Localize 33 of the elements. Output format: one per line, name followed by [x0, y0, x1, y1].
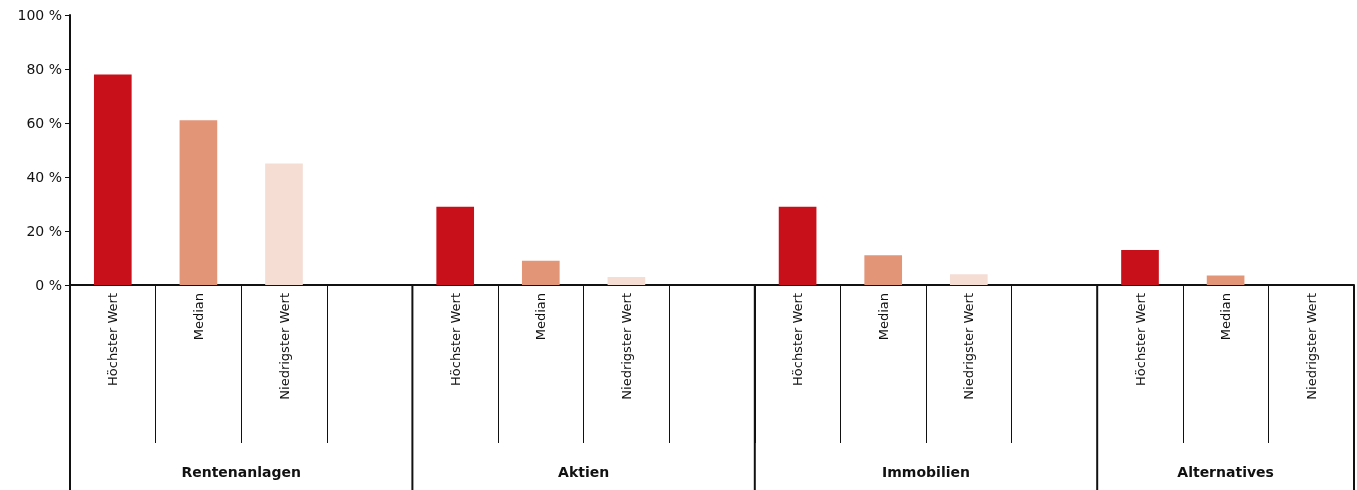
y-tick-label: 80 % [26, 61, 62, 77]
bar [864, 255, 903, 285]
y-tick-label: 20 % [26, 223, 62, 239]
bar [521, 260, 560, 285]
text: Alternatives [1177, 464, 1274, 480]
x-tick-label: Niedrigster Wert [1303, 293, 1319, 400]
x-tick-label: Median [533, 293, 549, 341]
bar [93, 74, 132, 285]
x-tick-label: Niedrigster Wert [276, 293, 292, 400]
x-tick-label: Niedrigster Wert [961, 293, 977, 400]
bar [265, 163, 303, 285]
x-tick-label: Median [1218, 293, 1234, 341]
bar [1121, 249, 1159, 285]
bar [607, 276, 646, 285]
x-tick-label: Median [875, 293, 891, 341]
y-tick-label: 0 % [35, 277, 62, 293]
bar [436, 206, 475, 285]
y-tick-label: 40 % [26, 169, 62, 185]
y-tick-label: 60 % [26, 115, 62, 131]
y-tick-label: 100 % [17, 7, 62, 23]
bar [179, 120, 218, 285]
x-tick-label: Höchster Wert [447, 293, 463, 386]
x-tick-label: Niedrigster Wert [618, 293, 634, 400]
x-tick-label: Höchster Wert [790, 293, 806, 386]
bar [1206, 275, 1245, 285]
bar [949, 274, 988, 285]
text: Aktien [558, 464, 610, 480]
x-tick-label: Höchster Wert [105, 293, 121, 386]
x-tick-label: Median [190, 293, 206, 341]
text: Rentenanlagen [181, 464, 301, 480]
text: Immobilien [882, 464, 970, 480]
x-tick-label: Höchster Wert [1132, 293, 1148, 386]
bar [778, 206, 817, 285]
